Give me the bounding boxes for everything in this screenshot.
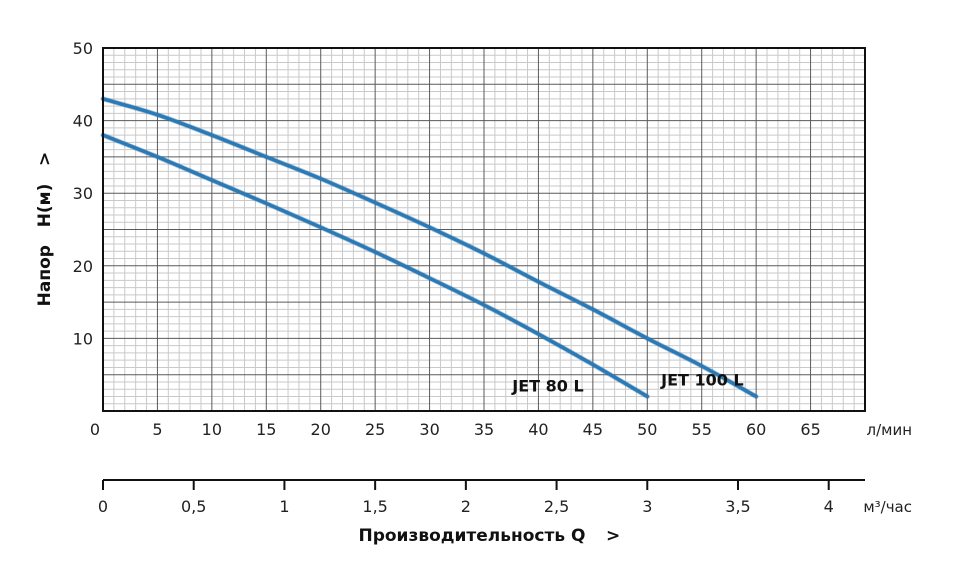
x-tick-label: 15 [256,420,276,439]
y-axis-title: Напор H(м) [35,184,55,307]
secondary-x-tick-label: 3 [642,497,652,516]
major-gridlines [103,48,865,411]
x-tick-label: 10 [202,420,222,439]
x-axis-unit: л/мин [866,421,912,439]
y-tick-labels: 10 20 30 40 50 [73,39,93,348]
series-layer: JET 100 L JET 80 L [100,96,759,399]
x-tick-label: 50 [637,420,657,439]
x-tick-label: 60 [746,420,766,439]
series-line-jet-100-l [101,97,758,399]
x-tick-labels: 0 5 10 15 20 25 30 35 40 45 50 55 60 65 [90,420,821,439]
secondary-x-tick-label: 2 [461,497,471,516]
x-tick-label: 20 [311,420,331,439]
secondary-x-tick-label: 0,5 [181,497,206,516]
secondary-x-tick-label: 3,5 [725,497,750,516]
series-label-jet-100-l: JET 100 L [660,370,744,389]
x-axis-arrow: > [606,526,620,546]
x-tick-label: 35 [474,420,494,439]
y-tick-label: 50 [73,39,93,58]
secondary-x-tick-label: 2,5 [544,497,569,516]
x-tick-label: 30 [419,420,439,439]
x-tick-label: 55 [692,420,712,439]
series-line-jet-80-l [101,133,650,399]
secondary-x-tick-marks [102,480,830,490]
plot-frame [102,47,866,412]
x-tick-label: 65 [800,420,820,439]
secondary-x-tick-label: 1 [279,497,289,516]
x-tick-label: 5 [152,420,162,439]
x-axis-title: Производительность Q [358,526,585,546]
x-tick-label: 0 [90,420,100,439]
x-tick-label: 40 [528,420,548,439]
secondary-x-tick-label: 1,5 [362,497,387,516]
y-tick-label: 40 [73,112,93,131]
secondary-x-axis-unit: м³/час [863,498,912,516]
x-tick-label: 25 [365,420,385,439]
secondary-x-tick-labels: 0 0,5 1 1,5 2 2,5 3 3,5 4 [98,497,834,516]
y-axis-arrow: > [35,152,55,166]
secondary-x-tick-label: 4 [824,497,834,516]
series-label-jet-80-l: JET 80 L [511,376,583,395]
x-tick-label: 45 [583,420,603,439]
y-tick-label: 10 [73,329,93,348]
y-tick-label: 30 [73,184,93,203]
y-tick-label: 20 [73,257,93,276]
secondary-x-tick-label: 0 [98,497,108,516]
